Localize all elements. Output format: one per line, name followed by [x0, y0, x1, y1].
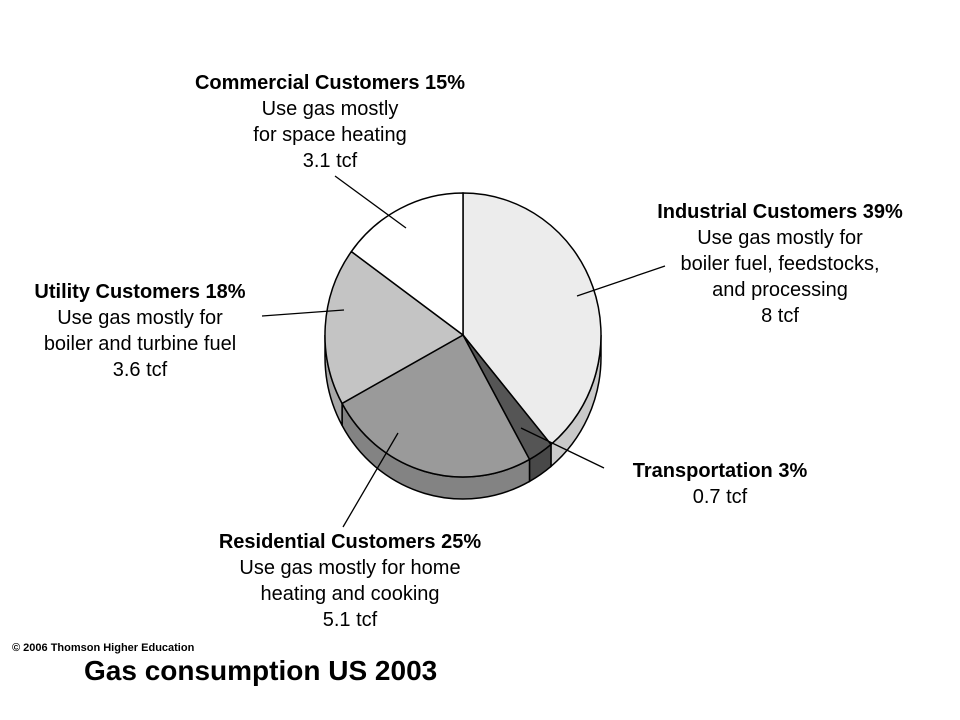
label-residential-line-2: heating and cooking: [260, 583, 440, 605]
label-commercial: Commercial Customers 15% Use gas mostly …: [150, 70, 510, 174]
label-residential-heading: Residential Customers 25%: [218, 531, 482, 553]
label-residential: Residential Customers 25% Use gas mostly…: [170, 529, 530, 633]
label-industrial-line-3: and processing: [712, 279, 848, 301]
label-commercial-line-3: 3.1 tcf: [302, 150, 358, 172]
chart-caption: Gas consumption US 2003: [84, 655, 438, 686]
pie-slice-utility: [324, 250, 465, 405]
label-commercial-heading: Commercial Customers 15%: [194, 72, 466, 94]
label-industrial-heading: Industrial Customers 39%: [657, 201, 903, 223]
pie-slice-residential: [341, 333, 531, 478]
label-transportation-line-1: 0.7 tcf: [692, 486, 748, 508]
leader-line-industrial: [576, 265, 666, 297]
label-transportation: Transportation 3% 0.7 tcf: [600, 458, 840, 510]
label-industrial: Industrial Customers 39% Use gas mostly …: [610, 199, 950, 329]
label-utility-heading: Utility Customers 18%: [34, 281, 246, 303]
label-utility-line-3: 3.6 tcf: [112, 359, 168, 381]
label-residential-line-3: 5.1 tcf: [322, 609, 378, 631]
pie-slice-industrial: [462, 192, 602, 446]
label-commercial-line-2: for space heating: [253, 124, 407, 146]
leader-line-transportation: [520, 427, 605, 469]
label-transportation-heading: Transportation 3%: [632, 460, 808, 482]
label-industrial-line-4: 8 tcf: [761, 305, 799, 327]
label-industrial-line-2: boiler fuel, feedstocks,: [680, 253, 880, 275]
leader-line-commercial: [334, 175, 407, 229]
label-residential-line-1: Use gas mostly for home: [239, 557, 461, 579]
label-utility: Utility Customers 18% Use gas mostly for…: [0, 279, 280, 383]
label-industrial-line-1: Use gas mostly for: [697, 227, 863, 249]
label-commercial-line-1: Use gas mostly: [261, 98, 399, 120]
leader-line-utility: [261, 309, 345, 317]
label-utility-line-1: Use gas mostly for: [57, 307, 223, 329]
label-utility-line-2: boiler and turbine fuel: [43, 333, 237, 355]
pie-slice-commercial: [350, 192, 464, 337]
copyright-notice: © 2006 Thomson Higher Education: [12, 642, 195, 654]
leader-line-residential: [342, 432, 399, 528]
